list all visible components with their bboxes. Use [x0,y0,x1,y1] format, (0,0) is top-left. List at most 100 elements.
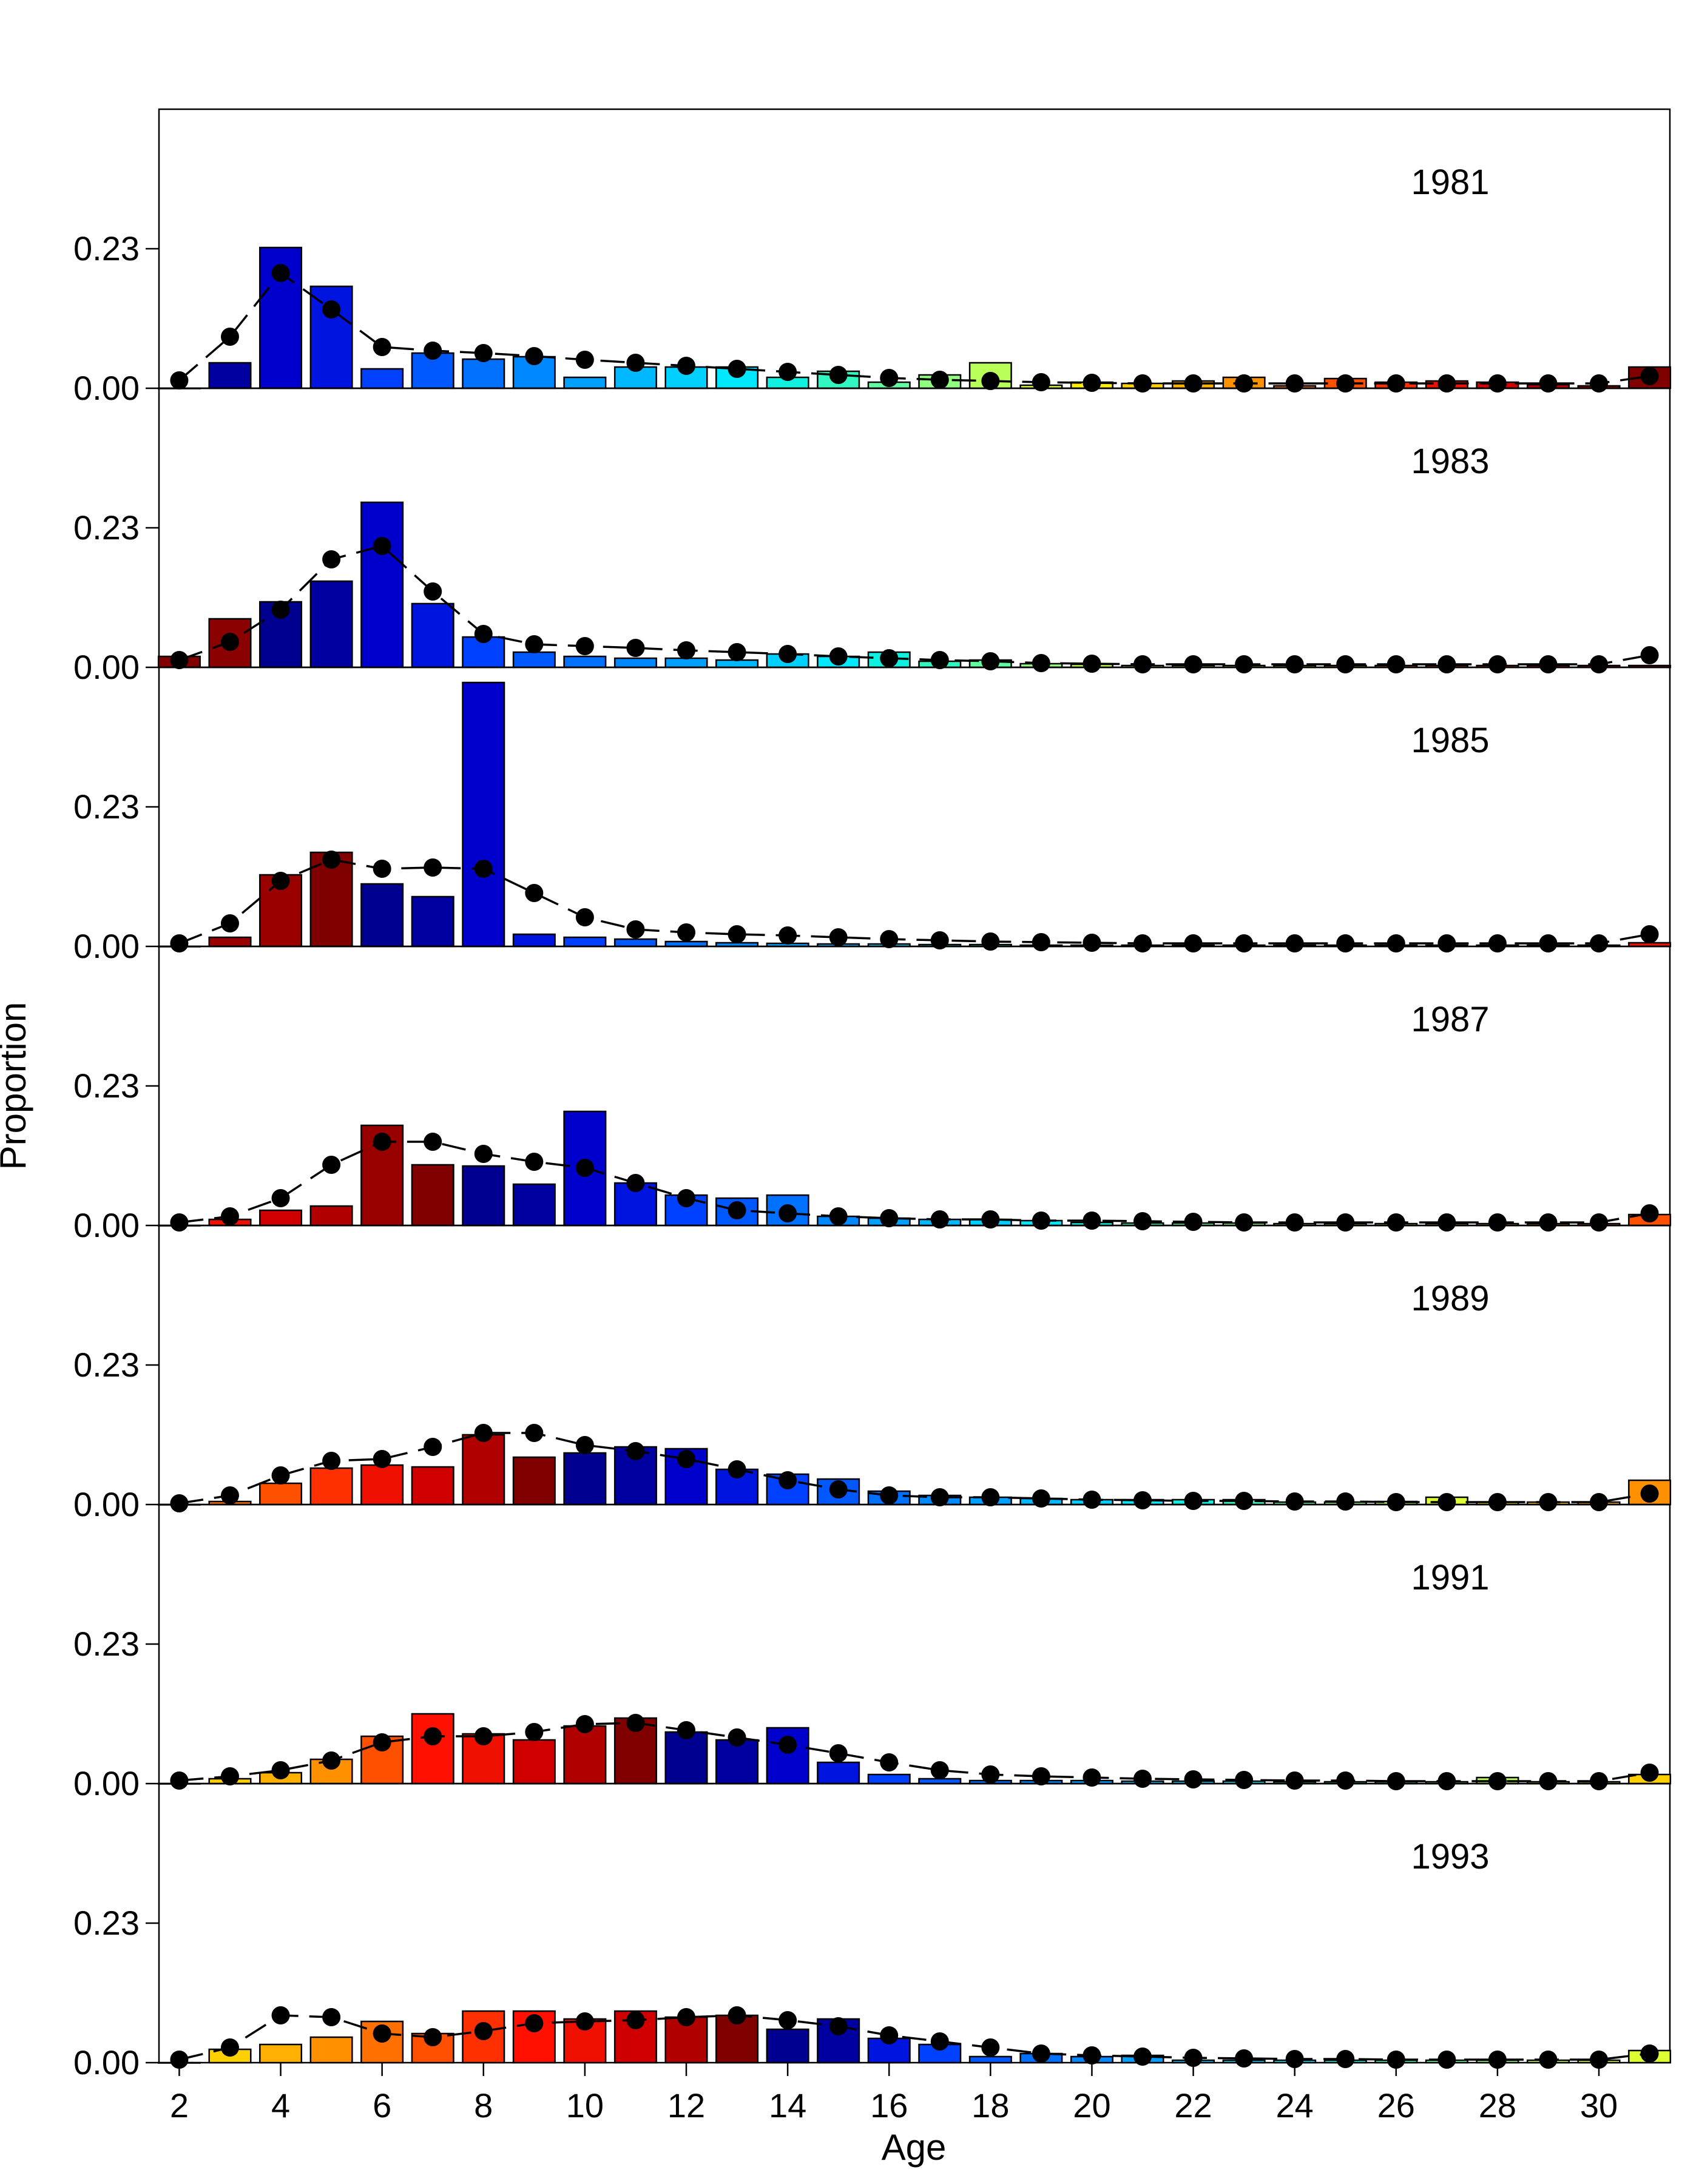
expected-point-age-22 [1184,1770,1203,1788]
expected-point-age-27 [1437,2051,1456,2069]
expected-point-age-11 [626,1714,645,1732]
expected-point-age-5 [322,300,341,318]
expected-point-age-19 [1032,373,1050,391]
expected-point-age-9 [525,347,544,365]
expected-point-age-5 [322,2008,341,2026]
expected-point-age-2 [170,1213,189,1232]
expected-point-age-23 [1235,934,1254,952]
bar-age-3 [208,362,252,389]
bar-age-16 [867,1773,911,1785]
expected-point-age-8 [474,1424,493,1442]
expected-point-age-13 [728,1201,746,1219]
expected-point-age-22 [1184,1213,1203,1231]
expected-point-age-22 [1184,2049,1203,2067]
bar-age-5 [309,285,353,389]
expected-point-age-21 [1133,1212,1152,1230]
x-tick-label: 30 [1580,2086,1618,2125]
expected-point-age-19 [1032,1489,1050,1508]
expected-point-age-27 [1437,374,1456,393]
y-tick-label: 0.00 [73,1764,140,1802]
expected-point-age-24 [1285,2050,1304,2068]
expected-point-age-26 [1387,934,1405,952]
expected-point-age-6 [373,860,391,878]
bar-age-7 [411,602,454,669]
x-tick-label: 24 [1276,2086,1314,2125]
expected-point-age-19 [1032,654,1050,672]
y-tick-label: 0.23 [73,787,140,826]
expected-point-age-12 [677,2008,695,2026]
expected-point-age-26 [1387,1493,1405,1511]
x-tick-label: 14 [769,2086,806,2125]
expected-point-age-6 [373,1133,391,1151]
panel-1987: 0.00 0.23 1987 [73,945,1672,1244]
expected-point-age-5 [322,851,341,869]
expected-point-age-27 [1437,934,1456,952]
expected-point-age-16 [880,2026,899,2044]
expected-point-age-19 [1032,1212,1050,1230]
expected-point-age-20 [1083,1212,1101,1230]
panel-year-label: 1987 [1411,1000,1489,1039]
expected-point-age-25 [1336,374,1355,393]
expected-point-age-3 [220,914,239,932]
expected-point-age-15 [829,1207,848,1225]
expected-point-age-24 [1285,374,1304,393]
bar-age-7 [411,1713,454,1785]
bar-age-3 [208,936,252,948]
expected-point-age-28 [1488,1493,1507,1511]
y-tick-label: 0.23 [73,1904,140,1942]
expected-point-age-21 [1133,934,1152,952]
bar-age-5 [309,580,353,669]
y-tick-label: 0.23 [73,1067,140,1105]
expected-point-age-18 [981,2038,1000,2057]
expected-point-age-27 [1437,655,1456,673]
expected-point-age-2 [170,371,189,389]
expected-point-age-9 [525,635,544,653]
expected-point-age-10 [575,637,594,655]
expected-point-age-24 [1285,1213,1304,1232]
panel-1993: 0.00 0.23 1993 [73,1782,1672,2081]
expected-point-age-2 [170,2051,189,2069]
expected-point-age-17 [930,931,949,949]
panel-1985: 0.00 0.23 1985 [73,666,1672,965]
bar-age-6 [360,501,404,669]
x-tick-label: 6 [373,2086,391,2125]
expected-point-age-17 [930,2032,949,2051]
expected-point-age-24 [1285,934,1304,952]
bar-age-9 [512,651,556,669]
expected-point-age-20 [1083,1768,1101,1787]
expected-point-age-29 [1539,374,1558,393]
expected-point-age-29 [1539,2051,1558,2069]
expected-point-age-9 [525,884,544,902]
expected-point-age-5 [322,1452,341,1470]
expected-point-age-2 [170,1494,189,1512]
panel-year-label: 1993 [1411,1837,1489,1876]
expected-point-age-28 [1488,1772,1507,1790]
expected-point-age-13 [728,1728,746,1747]
bar-age-5 [309,2036,353,2064]
expected-point-age-30 [1590,1772,1609,1790]
expected-point-age-21 [1133,2048,1152,2066]
expected-point-age-10 [575,1715,594,1733]
expected-point-age-29 [1539,1493,1558,1511]
expected-point-age-3 [220,1767,239,1785]
bar-age-11 [613,657,657,669]
expected-point-age-12 [677,1721,695,1739]
bar-age-10 [563,376,607,389]
expected-point-age-23 [1235,655,1254,673]
expected-point-age-10 [575,2012,594,2031]
expected-point-age-27 [1437,1493,1456,1511]
expected-point-age-14 [779,1204,797,1222]
bar-age-4 [259,1209,303,1227]
panel-year-label: 1981 [1411,163,1489,202]
expected-point-age-25 [1336,1213,1355,1232]
expected-point-age-2 [170,651,189,669]
expected-point-age-30 [1590,1213,1609,1232]
y-tick-label: 0.00 [73,1485,140,1523]
x-tick-label: 12 [667,2086,705,2125]
expected-point-age-5 [322,550,341,568]
expected-point-age-9 [525,1723,544,1741]
panel-1983: 0.00 0.23 1983 [73,387,1672,686]
expected-point-age-9 [525,1153,544,1171]
expected-point-age-8 [474,625,493,643]
expected-point-age-26 [1387,2051,1405,2069]
